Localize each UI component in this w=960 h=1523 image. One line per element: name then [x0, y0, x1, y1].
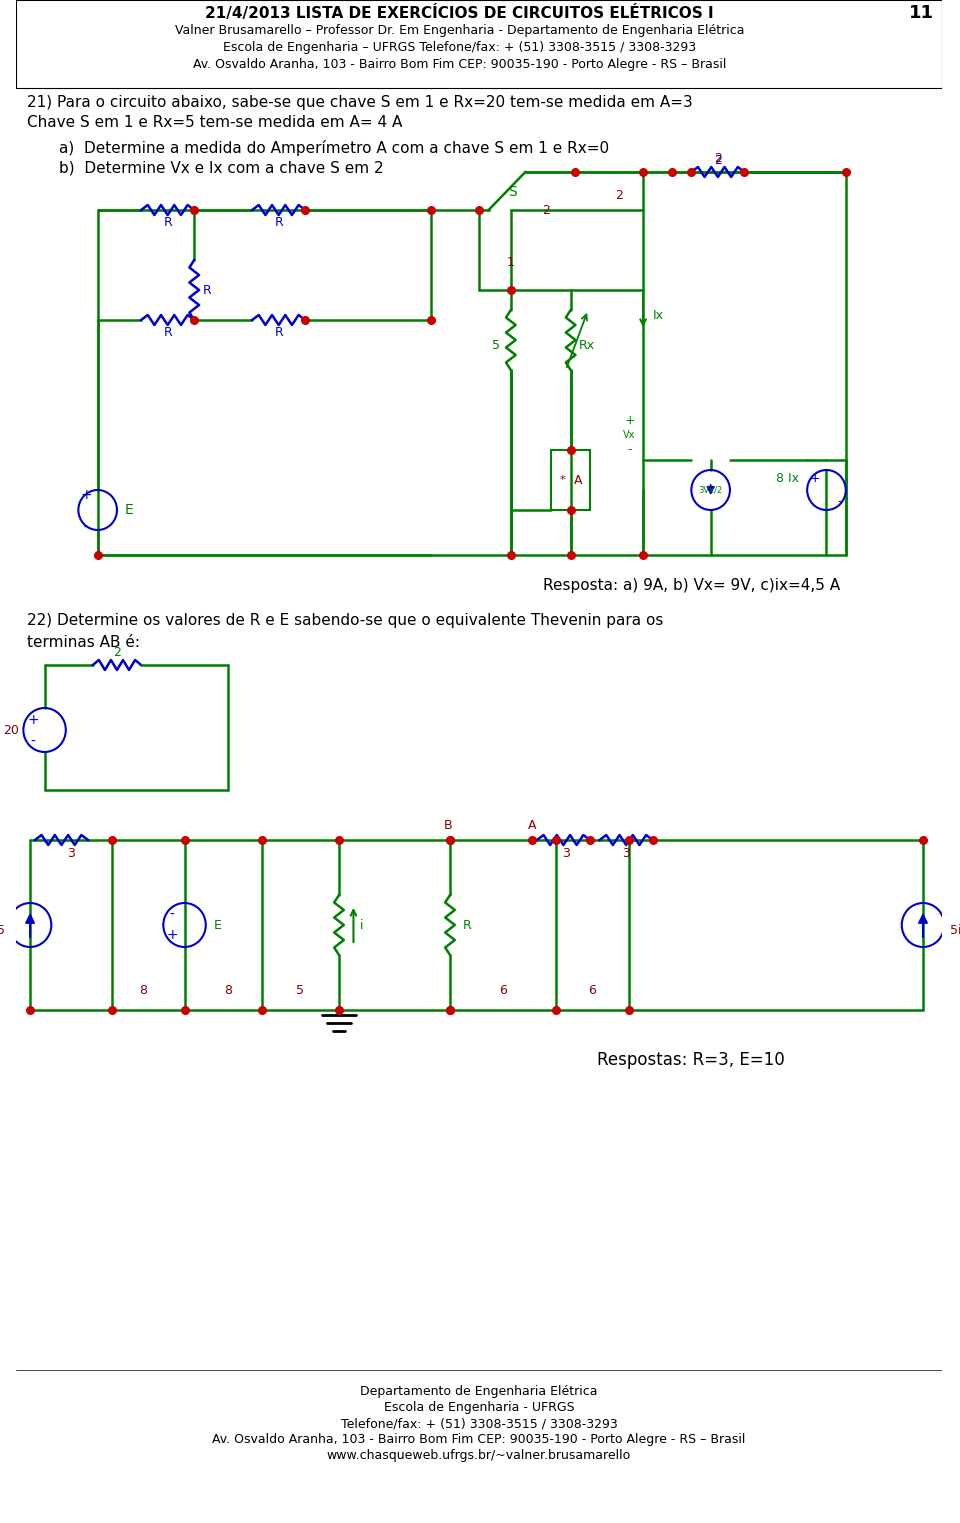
Text: 11: 11 — [908, 5, 933, 21]
Text: R: R — [203, 283, 211, 297]
Text: Departamento de Engenharia Elétrica: Departamento de Engenharia Elétrica — [360, 1386, 598, 1398]
Text: +: + — [81, 487, 92, 503]
Text: R: R — [163, 326, 172, 338]
Text: S: S — [509, 184, 517, 200]
Text: 8: 8 — [139, 984, 148, 996]
Text: Av. Osvaldo Aranha, 103 - Bairro Bom Fim CEP: 90035-190 - Porto Alegre - RS – Br: Av. Osvaldo Aranha, 103 - Bairro Bom Fim… — [212, 1433, 746, 1447]
Text: E: E — [125, 503, 133, 516]
Text: -: - — [170, 908, 175, 921]
Text: 22) Determine os valores de R e E sabendo-se que o equivalente Thevenin para os: 22) Determine os valores de R e E sabend… — [27, 612, 663, 627]
Text: 2: 2 — [714, 151, 722, 164]
Text: Resposta: a) 9A, b) Vx= 9V, c)ix=4,5 A: Resposta: a) 9A, b) Vx= 9V, c)ix=4,5 A — [542, 577, 840, 592]
Bar — [15, 0, 943, 88]
Text: 6: 6 — [588, 984, 596, 996]
Text: 20: 20 — [4, 723, 19, 737]
Text: 21) Para o circuito abaixo, sabe-se que chave S em 1 e Rx=20 tem-se medida em A=: 21) Para o circuito abaixo, sabe-se que … — [27, 94, 693, 110]
Text: -: - — [31, 736, 36, 749]
Text: *: * — [560, 475, 565, 484]
Text: 2: 2 — [113, 646, 121, 658]
Text: 3: 3 — [622, 847, 630, 859]
Text: 5: 5 — [492, 338, 500, 352]
Text: E: E — [213, 918, 222, 932]
Text: Rx: Rx — [578, 338, 594, 352]
Text: B: B — [444, 818, 452, 832]
Text: Valner Brusamarello – Professor Dr. Em Engenharia - Departamento de Engenharia E: Valner Brusamarello – Professor Dr. Em E… — [175, 23, 744, 37]
Text: R: R — [275, 326, 283, 338]
Text: Av. Osvaldo Aranha, 103 - Bairro Bom Fim CEP: 90035-190 - Porto Alegre - RS – Br: Av. Osvaldo Aranha, 103 - Bairro Bom Fim… — [193, 58, 727, 70]
Text: A: A — [574, 474, 583, 486]
Text: Telefone/fax: + (51) 3308-3515 / 3308-3293: Telefone/fax: + (51) 3308-3515 / 3308-32… — [341, 1418, 617, 1430]
Text: 21/4/2013 LISTA DE EXERCÍCIOS DE CIRCUITOS ELÉTRICOS I: 21/4/2013 LISTA DE EXERCÍCIOS DE CIRCUIT… — [205, 5, 714, 21]
Text: +: + — [624, 414, 635, 426]
Text: -: - — [838, 495, 842, 509]
Text: 2: 2 — [542, 204, 550, 216]
Text: Ix: Ix — [653, 309, 663, 321]
Text: Vx: Vx — [623, 429, 636, 440]
Text: R: R — [275, 215, 283, 228]
Text: 3: 3 — [67, 847, 75, 859]
Text: -: - — [84, 521, 88, 535]
Text: 8 Ix: 8 Ix — [777, 472, 800, 484]
Text: +: + — [27, 713, 38, 726]
Text: R: R — [463, 918, 471, 932]
Text: Escola de Engenharia - UFRGS: Escola de Engenharia - UFRGS — [384, 1401, 574, 1415]
Text: i: i — [360, 918, 364, 932]
Text: 8: 8 — [224, 984, 232, 996]
Text: 1: 1 — [507, 256, 515, 268]
Text: A: A — [528, 818, 537, 832]
Text: www.chasqueweb.ufrgs.br/~valner.brusamarello: www.chasqueweb.ufrgs.br/~valner.brusamar… — [326, 1450, 631, 1462]
Text: Respostas: R=3, E=10: Respostas: R=3, E=10 — [597, 1051, 785, 1069]
Text: -: - — [627, 443, 632, 457]
Text: 5i: 5i — [950, 923, 960, 937]
Text: 3: 3 — [562, 847, 570, 859]
Text: +: + — [809, 472, 820, 484]
Text: 6: 6 — [499, 984, 507, 996]
Text: +: + — [166, 928, 178, 943]
Text: 2: 2 — [714, 154, 722, 166]
Text: 5: 5 — [297, 984, 304, 996]
Text: 3Vx/2: 3Vx/2 — [699, 486, 723, 495]
Text: b)  Determine Vx e Ix com a chave S em 2: b) Determine Vx e Ix com a chave S em 2 — [60, 160, 384, 175]
Text: Chave S em 1 e Rx=5 tem-se medida em A= 4 A: Chave S em 1 e Rx=5 tem-se medida em A= … — [27, 114, 402, 129]
Text: 5: 5 — [0, 923, 5, 937]
Text: R: R — [163, 215, 172, 228]
Text: a)  Determine a medida do Amperímetro A com a chave S em 1 e Rx=0: a) Determine a medida do Amperímetro A c… — [60, 140, 610, 155]
Text: Escola de Engenharia – UFRGS Telefone/fax: + (51) 3308-3515 / 3308-3293: Escola de Engenharia – UFRGS Telefone/fa… — [223, 41, 696, 53]
Text: 2: 2 — [615, 189, 623, 201]
Text: terminas AB é:: terminas AB é: — [27, 635, 140, 649]
Bar — [551, 449, 590, 510]
